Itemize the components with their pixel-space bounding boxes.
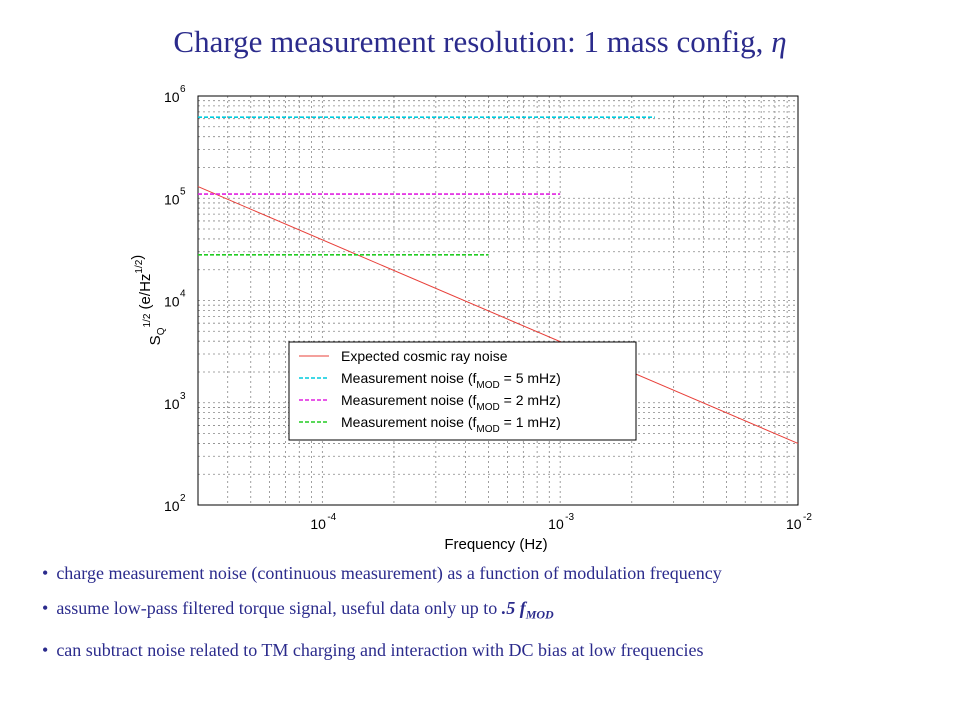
- x-tick-label: 10: [310, 516, 326, 532]
- legend-label-sub: MOD: [476, 402, 499, 413]
- bullet-value-sub: MOD: [525, 607, 554, 622]
- legend-label-text: Expected cosmic ray noise: [341, 348, 508, 364]
- slide-title-text: Charge measurement resolution: 1 mass co…: [173, 24, 772, 59]
- bullet-text: charge measurement noise (continuous mea…: [56, 563, 722, 583]
- legend-label-rest: = 1 mHz): [500, 414, 561, 430]
- bullet-text: assume low-pass filtered torque signal, …: [56, 598, 502, 618]
- y-axis-label-part: (e/Hz: [137, 274, 154, 314]
- bullet-list: • charge measurement noise (continuous me…: [42, 562, 942, 674]
- bullet-value: .5 f: [501, 598, 526, 618]
- legend-label-sub: MOD: [476, 424, 499, 435]
- series-line: [197, 186, 799, 444]
- legend-box: [288, 341, 637, 441]
- y-tick-label: 10: [164, 89, 180, 105]
- x-tick-exponent: -2: [803, 512, 812, 523]
- plot-frame: [197, 95, 799, 506]
- x-tick-label: 10: [786, 516, 802, 532]
- x-tick-exponent: -3: [565, 512, 574, 523]
- y-tick-label: 10: [164, 498, 180, 514]
- bullet-dot: •: [42, 598, 49, 618]
- legend-label: Measurement noise (fMOD = 2 mHz): [341, 392, 561, 413]
- legend-label-text: Measurement noise (f: [341, 392, 477, 408]
- y-axis-label-part: 1/2: [142, 313, 153, 327]
- bullet-text: can subtract noise related to TM chargin…: [56, 639, 704, 660]
- bullet-item: • assume low-pass filtered torque signal,…: [42, 597, 942, 627]
- bullet-dot: •: [42, 563, 49, 583]
- x-axis-label: Frequency (Hz): [444, 536, 547, 553]
- slide-title: Charge measurement resolution: 1 mass co…: [0, 24, 960, 60]
- y-axis-label-part: ): [129, 255, 146, 260]
- legend-label: Measurement noise (fMOD = 1 mHz): [341, 414, 561, 435]
- eta-symbol: η: [771, 24, 787, 59]
- bullet-dot: •: [42, 639, 49, 660]
- y-tick-exponent: 5: [180, 186, 186, 197]
- legend-label-rest: = 5 mHz): [500, 370, 561, 386]
- legend-label: Expected cosmic ray noise: [341, 348, 508, 364]
- y-tick-exponent: 6: [180, 84, 186, 95]
- legend-label-rest: = 2 mHz): [500, 392, 561, 408]
- y-axis-label-part: 1/2: [134, 259, 145, 273]
- x-tick-label: 10: [548, 516, 564, 532]
- y-tick-exponent: 2: [180, 493, 186, 504]
- y-tick-exponent: 3: [180, 391, 186, 402]
- y-tick-exponent: 4: [180, 289, 186, 300]
- y-axis-label-part: Q: [156, 327, 167, 335]
- y-tick-label: 10: [164, 396, 180, 412]
- x-tick-exponent: -4: [327, 512, 336, 523]
- legend-label-text: Measurement noise (f: [341, 414, 477, 430]
- bullet-item: • can subtract noise related to TM chargi…: [42, 639, 942, 662]
- legend-label-sub: MOD: [476, 380, 499, 391]
- y-tick-label: 10: [164, 294, 180, 310]
- y-axis-label-part: S: [147, 335, 164, 345]
- y-axis-label: SQ1/2 (e/Hz1/2): [129, 255, 167, 346]
- y-tick-label: 10: [164, 191, 180, 207]
- legend-label-text: Measurement noise (f: [341, 370, 477, 386]
- bullet-item: • charge measurement noise (continuous me…: [42, 562, 942, 585]
- legend-label: Measurement noise (fMOD = 5 mHz): [341, 370, 561, 391]
